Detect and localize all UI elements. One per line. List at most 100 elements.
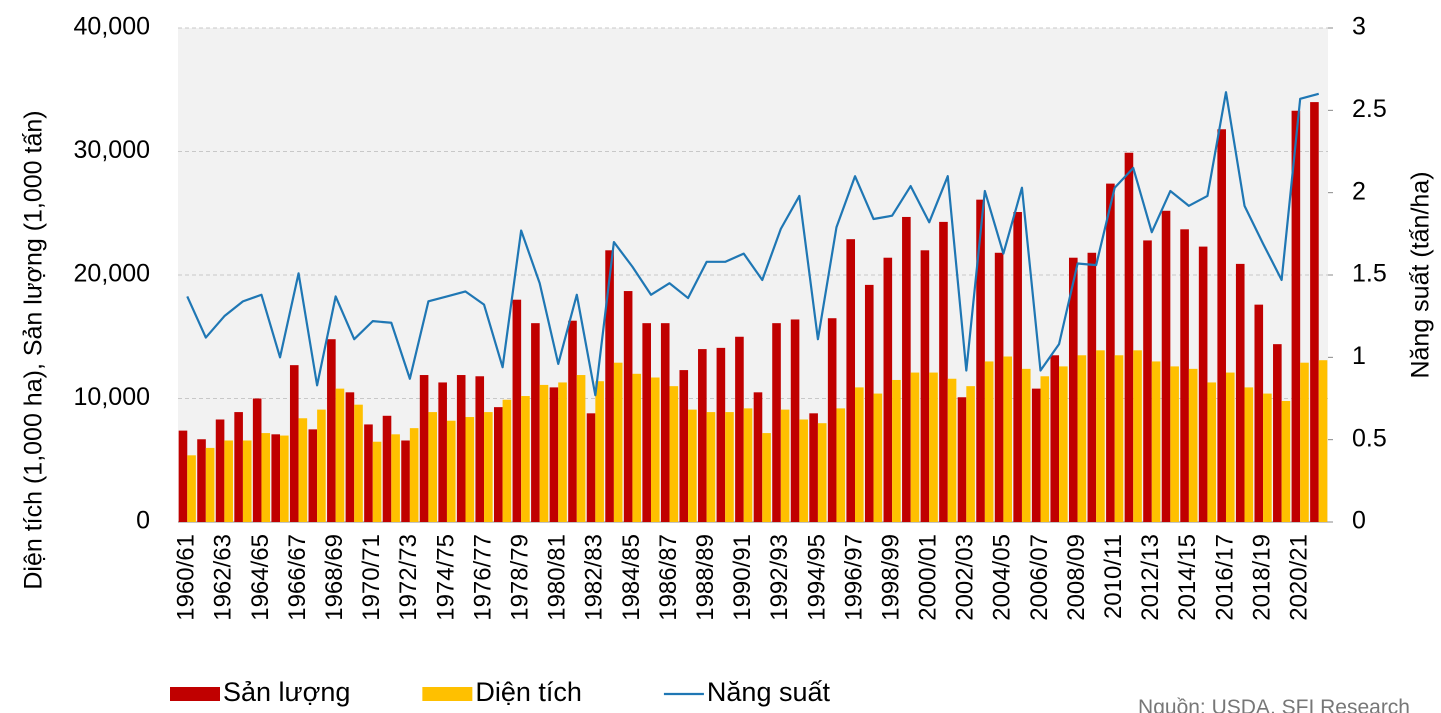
- x-tick-label: 2016/17: [1211, 534, 1238, 621]
- x-tick-label: 1994/95: [803, 534, 830, 621]
- bar: [827, 318, 837, 522]
- bar: [1300, 362, 1309, 522]
- x-tick-label: 1998/99: [877, 534, 904, 621]
- bar: [642, 323, 651, 522]
- bar: [576, 375, 586, 522]
- bar: [743, 408, 753, 522]
- bar: [1068, 257, 1078, 522]
- x-tick-label: 2002/03: [952, 534, 979, 621]
- y-tick-label: 30,000: [74, 136, 150, 164]
- x-tick-label: 1982/83: [581, 534, 608, 621]
- y2-tick-label: 1.5: [1352, 260, 1387, 288]
- x-tick-label: 1962/63: [210, 534, 237, 621]
- bar: [475, 376, 485, 522]
- x-tick-label: 1964/65: [247, 534, 274, 621]
- y-tick-label: 40,000: [74, 13, 150, 41]
- bar: [716, 347, 726, 522]
- legend-swatch: [422, 687, 473, 701]
- bar: [409, 428, 419, 522]
- y2-tick-label: 2: [1352, 177, 1366, 205]
- bar: [456, 375, 466, 522]
- bar: [1318, 360, 1328, 522]
- bar: [1087, 252, 1097, 522]
- bar: [1235, 263, 1245, 522]
- bar: [354, 404, 363, 522]
- x-tick-label: 1960/61: [173, 534, 200, 621]
- bar: [327, 339, 336, 522]
- bar: [1124, 152, 1134, 523]
- y2-tick-label: 0.5: [1352, 424, 1387, 452]
- x-tick-label: 2020/21: [1286, 534, 1313, 621]
- bar: [799, 419, 808, 522]
- bar: [261, 433, 271, 522]
- bar: [1050, 355, 1060, 522]
- x-tick-label: 1970/71: [358, 534, 385, 621]
- x-tick-label: 1988/89: [692, 534, 719, 621]
- bar: [521, 396, 530, 522]
- bar: [242, 440, 252, 522]
- bar: [1013, 212, 1022, 522]
- bar: [1217, 129, 1226, 522]
- bar: [1273, 344, 1282, 522]
- bar: [1114, 355, 1124, 522]
- bar: [1180, 229, 1189, 522]
- x-tick-label: 2012/13: [1137, 534, 1164, 621]
- bar: [549, 387, 559, 522]
- bar: [772, 323, 781, 522]
- bar: [855, 387, 864, 522]
- source-note: Nguồn: USDA, SFI Research: [1138, 696, 1410, 713]
- y2-tick-label: 1: [1352, 342, 1366, 370]
- x-tick-label: 2018/19: [1248, 534, 1275, 621]
- bar: [1106, 183, 1115, 523]
- bar: [984, 361, 994, 522]
- bar: [650, 377, 660, 522]
- bar: [205, 447, 215, 522]
- bar: [902, 216, 911, 522]
- bar: [957, 397, 967, 522]
- bar: [1254, 304, 1264, 522]
- x-tick-label: 1980/81: [544, 534, 571, 621]
- bar: [1003, 356, 1013, 522]
- bar: [1161, 210, 1171, 522]
- bar: [364, 424, 373, 522]
- bar: [391, 434, 400, 522]
- x-tick-label: 1992/93: [766, 534, 793, 621]
- y-axis-title: Diện tích (1,000 ha), Sản lượng (1,000 t…: [20, 110, 48, 589]
- x-tick-label: 2004/05: [989, 534, 1016, 621]
- x-tick-label: 1986/87: [655, 534, 682, 621]
- x-tick-label: 1976/77: [469, 534, 496, 621]
- bar: [187, 455, 196, 522]
- bar: [1031, 388, 1041, 522]
- y2-tick-label: 0: [1352, 507, 1366, 535]
- bar: [438, 382, 447, 522]
- bar: [1291, 110, 1301, 523]
- bar: [280, 435, 289, 522]
- bar: [735, 336, 744, 522]
- bar: [1244, 387, 1254, 522]
- bar: [1143, 240, 1152, 523]
- y2-tick-label: 2.5: [1352, 95, 1387, 123]
- bar: [679, 370, 689, 522]
- bar: [669, 386, 679, 522]
- bar: [1096, 350, 1105, 522]
- bar: [401, 440, 410, 522]
- bar: [289, 365, 299, 522]
- bar: [531, 323, 540, 522]
- bar: [317, 409, 326, 522]
- y2-tick-label: 3: [1352, 13, 1366, 41]
- y-tick-label: 0: [136, 507, 150, 535]
- legend-swatch: [170, 687, 220, 701]
- bar: [197, 439, 206, 522]
- bar: [780, 409, 790, 522]
- x-tick-label: 2000/01: [915, 534, 942, 621]
- bar: [1170, 366, 1179, 522]
- bar: [605, 250, 614, 523]
- bar: [335, 388, 345, 522]
- bar: [465, 417, 475, 522]
- bar: [428, 412, 438, 522]
- bar: [1040, 376, 1050, 522]
- bar: [419, 375, 429, 522]
- bar: [947, 378, 957, 522]
- bar: [1207, 382, 1217, 522]
- x-tick-label: 2014/15: [1174, 534, 1201, 621]
